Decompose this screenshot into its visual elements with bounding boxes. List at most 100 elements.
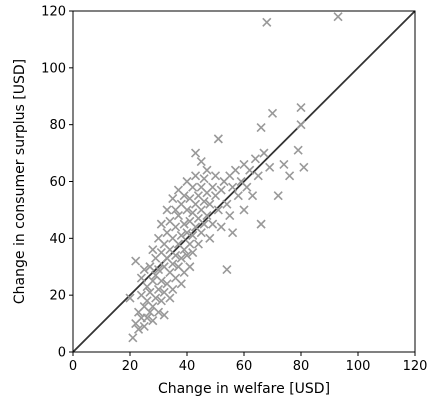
data-point	[225, 211, 235, 221]
data-point	[262, 17, 272, 27]
data-point	[265, 162, 275, 172]
data-point	[153, 307, 164, 317]
data-point	[145, 307, 155, 317]
data-point	[156, 296, 166, 306]
data-point	[131, 256, 141, 266]
data-point	[242, 182, 252, 192]
data-point	[145, 262, 155, 272]
data-point	[333, 12, 343, 22]
y-tick-label: 0	[58, 346, 66, 361]
data-point	[253, 171, 263, 181]
data-point	[245, 165, 255, 175]
x-axis-label: Change in welfare [USD]	[158, 381, 330, 397]
x-tick-label: 60	[236, 359, 253, 374]
data-point	[213, 134, 223, 144]
data-point	[179, 219, 189, 229]
data-point	[196, 157, 206, 167]
data-point	[176, 253, 186, 263]
data-point	[153, 284, 164, 295]
data-point	[173, 211, 184, 221]
data-point	[159, 310, 169, 320]
data-point	[250, 154, 260, 164]
data-point	[205, 233, 215, 243]
data-point	[162, 205, 172, 215]
data-point	[239, 205, 249, 215]
data-point	[205, 199, 215, 209]
data-point	[213, 205, 223, 215]
plot-frame	[72, 10, 416, 353]
x-tick-label: 40	[179, 359, 196, 374]
data-point	[139, 265, 149, 275]
data-point	[199, 196, 209, 206]
data-point	[182, 205, 192, 215]
data-point	[185, 239, 195, 249]
x-tick-label: 0	[69, 359, 77, 374]
data-point	[156, 276, 166, 286]
data-point	[259, 148, 269, 158]
data-point	[216, 222, 226, 232]
data-point	[279, 159, 289, 170]
y-tick-label: 100	[41, 61, 66, 76]
data-point	[199, 174, 209, 184]
data-point	[228, 182, 238, 192]
y-tick-label: 20	[49, 289, 66, 304]
data-point	[216, 185, 226, 195]
data-point	[190, 148, 201, 158]
data-point	[165, 293, 175, 303]
data-point	[136, 273, 146, 283]
data-point	[148, 245, 158, 255]
x-tick-label: 80	[293, 359, 310, 374]
data-point	[125, 293, 135, 303]
x-tick-label: 100	[346, 359, 371, 374]
data-point	[171, 222, 181, 232]
data-point	[168, 284, 178, 295]
data-point	[182, 250, 192, 260]
data-point	[202, 211, 212, 221]
data-point	[230, 165, 241, 175]
data-point	[176, 230, 186, 241]
data-point	[208, 182, 218, 192]
data-point	[188, 182, 198, 192]
data-point	[188, 247, 198, 258]
data-point	[139, 321, 149, 331]
data-point	[142, 313, 152, 323]
data-point	[151, 293, 161, 303]
data-point	[202, 165, 212, 175]
y-axis-label: Change in consumer surplus [USD]	[12, 59, 28, 304]
data-point	[299, 162, 309, 172]
y-tick-label: 40	[49, 232, 66, 247]
data-point	[133, 324, 144, 334]
data-point	[228, 228, 238, 238]
data-point	[256, 219, 266, 229]
data-point	[293, 145, 303, 155]
data-point	[168, 259, 178, 269]
data-point	[208, 219, 218, 229]
data-point	[193, 239, 203, 249]
data-point	[153, 265, 164, 275]
data-point	[222, 199, 232, 209]
data-point	[267, 108, 278, 118]
data-point	[210, 171, 221, 181]
data-point	[168, 193, 178, 204]
data-point	[247, 191, 258, 201]
data-point	[182, 228, 192, 238]
data-point	[176, 279, 186, 289]
data-point	[128, 333, 138, 343]
data-point	[233, 191, 243, 201]
data-point	[190, 171, 201, 181]
x-tick-label: 20	[122, 359, 139, 374]
y-tick-label: 120	[41, 5, 66, 20]
data-point	[196, 228, 206, 238]
y-tick-label: 80	[49, 118, 66, 133]
data-point	[199, 219, 209, 229]
data-point	[285, 171, 295, 181]
data-point	[222, 265, 232, 275]
y-tick-label: 60	[49, 175, 66, 190]
data-point	[148, 276, 158, 286]
data-point	[171, 250, 181, 260]
data-point	[296, 120, 306, 130]
data-point	[148, 316, 158, 326]
data-point	[256, 122, 266, 133]
data-point	[188, 230, 198, 241]
